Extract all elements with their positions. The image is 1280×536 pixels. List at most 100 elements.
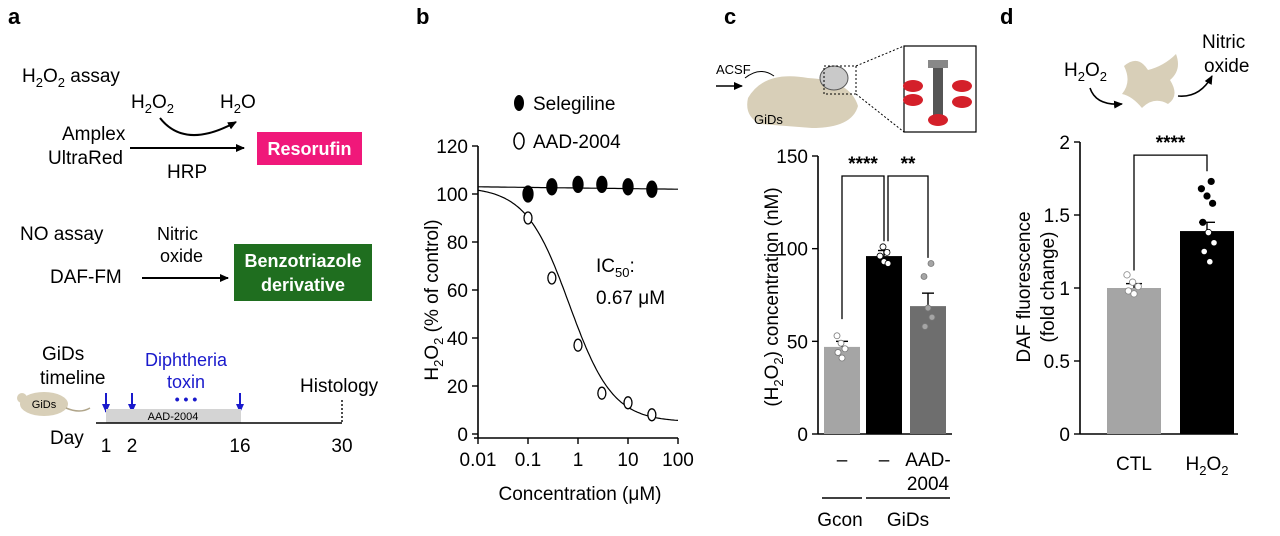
panel-d-bar [1180, 231, 1234, 434]
ic50-value: 0.67 μM [596, 288, 665, 309]
ic50-annotation: IC50: [596, 256, 635, 280]
legend-aad2004-label: AAD-2004 [533, 132, 621, 153]
panel-c-category-label: AAD- [905, 450, 950, 471]
panel-d-sig-bracket [1133, 154, 1208, 271]
panel-d-data-point [1209, 199, 1217, 207]
h2o2-molecules [903, 80, 972, 126]
probe-head-icon [928, 60, 948, 68]
day-tick-1: 1 [101, 436, 112, 457]
panel-b-ytick-label: 20 [447, 377, 468, 398]
panel-label-d: d [1000, 4, 1013, 29]
aad2004-point [647, 408, 657, 422]
panel-label-c: c [724, 4, 736, 29]
panel-c-data-point [921, 323, 929, 330]
panel-c-ytick-label: 150 [776, 147, 808, 168]
panel-c-ytick-label: 100 [776, 240, 808, 261]
legend-selegiline-label: Selegiline [533, 94, 615, 115]
panel-b-xtick-label: 0.01 [460, 450, 497, 471]
reaction-curve-arrow [159, 117, 237, 136]
panel-d-ytick-label: 0.5 [1044, 352, 1070, 373]
panel-c-category-label: – [837, 450, 848, 471]
panel-c-data-point [876, 252, 884, 260]
panel-d-data-point [1123, 271, 1131, 279]
inset-nitric-label-2: oxide [1204, 56, 1249, 77]
group-gcon-label: Gcon [817, 510, 862, 531]
panel-c-inset: ACSF GiDs [716, 45, 977, 133]
panel-d-data-point [1206, 258, 1214, 266]
panel-b-ytick-label: 120 [436, 137, 468, 158]
panel-d-data-point [1199, 218, 1207, 226]
timeline-title-1: GiDs [42, 344, 84, 365]
timeline-title-2: timeline [40, 368, 105, 389]
panel-d-ylabel-1: DAF fluorescence [1014, 211, 1035, 362]
panel-b-ytick-label: 80 [447, 233, 468, 254]
panel-b-ytick-label: 40 [447, 329, 468, 350]
panel-d-data-point [1203, 192, 1211, 200]
probe-shaft-icon [933, 64, 943, 120]
inset-arrow-out [1177, 75, 1213, 97]
panel-b-xtick-label: 0.1 [515, 450, 541, 471]
panel-c-sig-bracket-1 [841, 175, 885, 320]
panel-c-sig-label-2: ** [901, 154, 916, 175]
benzotriazole-box [234, 244, 372, 301]
legend-aad2004-marker [513, 132, 525, 150]
panel-d-inset: H2O2 Nitric oxide [1064, 32, 1249, 109]
panel-d-data-point [1210, 239, 1218, 247]
aad2004-point [547, 271, 557, 285]
amplex-label-2: UltraRed [48, 148, 123, 169]
panel-d-data-point [1200, 247, 1208, 256]
panel-d-data-point [1124, 287, 1133, 295]
panel-d-bar-chart: H2O2 Nitric oxide DAF fluorescence (fold… [1014, 32, 1249, 478]
acsf-label: ACSF [716, 62, 751, 77]
panel-d-ytick-label: 1.5 [1044, 206, 1070, 227]
panel-c-data-point [879, 243, 887, 251]
aad2004-point [597, 386, 607, 400]
panel-c-data-point [834, 349, 842, 356]
selegiline-point [596, 175, 608, 194]
panel-d-bar [1107, 288, 1161, 434]
zoom-line-bottom [855, 93, 905, 133]
panel-c-category-label-2: 2004 [907, 474, 950, 495]
cell-icon [1122, 54, 1178, 108]
panel-d-data-point [1130, 290, 1138, 298]
aad2004-fit-curve [477, 189, 679, 421]
daf-fm-label: DAF-FM [50, 267, 122, 288]
panel-c-ytick-label: 50 [787, 332, 808, 353]
panel-d-category-label-2: H2O2 [1186, 454, 1229, 478]
panel-d-data-point [1129, 278, 1137, 286]
toxin-label-2: toxin [167, 372, 205, 392]
toxin-label-1: Diphtheria [145, 350, 228, 370]
tubing-icon [744, 71, 775, 79]
panel-c-data-point [884, 260, 892, 267]
panel-b-xtick-label: 10 [617, 450, 638, 471]
day-tick-16: 16 [229, 436, 250, 457]
no-assay-title: NO assay [20, 224, 104, 245]
panel-d-data-point [1134, 282, 1142, 291]
selegiline-point [522, 185, 534, 203]
panel-c-data-point [833, 332, 841, 340]
panel-d-sig-label: **** [1156, 133, 1186, 154]
panel-d-category-label: CTL [1116, 454, 1152, 475]
panel-d-ylabel-2: (fold change) [1038, 232, 1059, 343]
water-product: H2O [220, 92, 256, 116]
histology-label: Histology [300, 376, 379, 397]
group-gids-label: GiDs [887, 510, 929, 531]
selegiline-point [622, 178, 634, 196]
aad2004-point [573, 338, 583, 352]
day-label: Day [50, 428, 84, 449]
benzotriazole-label-1: Benzotriazole [244, 251, 361, 271]
panel-c-bar [866, 256, 902, 434]
panel-d-data-point [1207, 177, 1215, 186]
panel-d-ytick-label: 2 [1059, 133, 1070, 154]
panel-c-data-point [837, 339, 845, 347]
panel-c-data-point [924, 304, 932, 312]
panel-c-data-point [928, 313, 936, 321]
hrp-label: HRP [167, 162, 207, 183]
aad2004-bar-label: AAD-2004 [148, 411, 199, 423]
panel-b-ylabel: H2O2 (% of control) [422, 219, 446, 380]
panel-c-sig-bracket-2 [887, 175, 929, 258]
amplex-label-1: Amplex [62, 124, 126, 145]
resorufin-label: Resorufin [267, 139, 351, 159]
benzotriazole-label-2: derivative [261, 275, 345, 295]
mouse-label: GiDs [32, 399, 57, 411]
